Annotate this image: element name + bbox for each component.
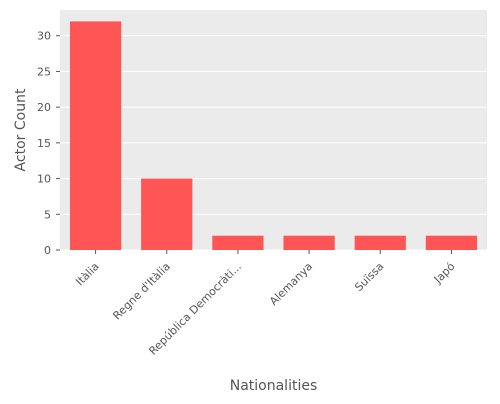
x-tick-label: Regne d'Itàlia: [110, 260, 172, 322]
bars: [69, 21, 478, 250]
plot-background: [60, 10, 487, 250]
y-tick-label: 20: [37, 101, 51, 114]
bar: [141, 178, 193, 250]
y-tick-label: 25: [37, 65, 51, 78]
x-tick-label: Itàlia: [73, 260, 101, 288]
x-tick-label: Alemanya: [267, 260, 315, 308]
y-axis: 0 5 10 15 20 25 30: [37, 30, 60, 257]
y-tick-label: 30: [37, 30, 51, 43]
bar: [212, 235, 264, 250]
bar: [354, 235, 406, 250]
bar: [425, 235, 478, 250]
x-axis-title: Nationalities: [230, 378, 318, 394]
y-axis-title: Actor Count: [13, 88, 29, 171]
bar: [69, 21, 122, 250]
x-tick-label: Suïssa: [352, 260, 386, 294]
y-tick-label: 0: [44, 244, 51, 257]
bar: [283, 235, 335, 250]
y-tick-label: 5: [44, 208, 51, 221]
x-tick-label: Japó: [431, 260, 458, 287]
y-tick-label: 10: [37, 173, 51, 186]
y-tick-label: 15: [37, 137, 51, 150]
gridlines: [60, 35, 487, 251]
